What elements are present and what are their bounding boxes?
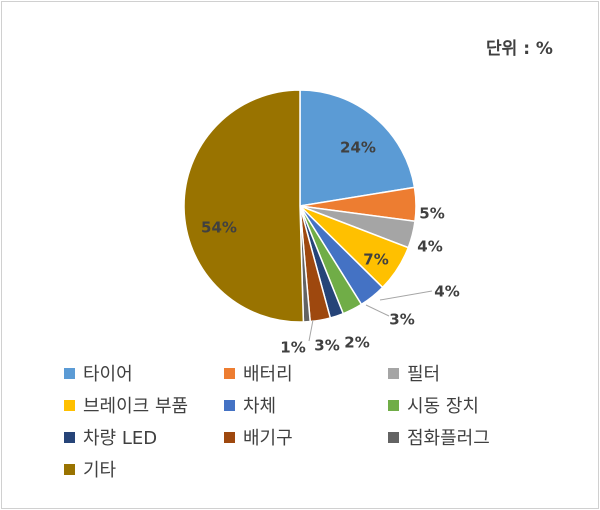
legend-label: 브레이크 부품 xyxy=(83,396,189,417)
legend-item: 브레이크 부품 xyxy=(64,392,188,418)
legend-item: 배터리 xyxy=(224,360,293,386)
slice-data-label: 5% xyxy=(419,205,444,223)
legend-label: 기타 xyxy=(83,460,117,481)
legend-label: 배터리 xyxy=(243,364,293,385)
slice-data-label: 4% xyxy=(434,283,459,301)
legend-item: 차체 xyxy=(224,392,276,418)
leader-line xyxy=(308,319,314,342)
legend-item: 차량 LED xyxy=(64,424,157,450)
legend-swatch xyxy=(388,399,399,411)
legend-label: 배기구 xyxy=(243,428,293,449)
legend-swatch xyxy=(64,431,75,443)
legend-item: 배기구 xyxy=(224,424,293,450)
legend-swatch xyxy=(64,463,75,475)
pie-slice xyxy=(183,89,305,323)
legend-label: 시동 장치 xyxy=(407,396,479,417)
legend-item: 기타 xyxy=(64,456,116,482)
legend-label: 타이어 xyxy=(83,364,133,385)
legend-item: 점화플러그 xyxy=(388,424,490,450)
legend-swatch xyxy=(388,431,399,443)
slice-data-label: 54% xyxy=(201,219,237,237)
legend-swatch xyxy=(388,367,399,379)
slice-data-label: 24% xyxy=(340,139,376,157)
legend-label: 필터 xyxy=(407,364,441,385)
legend-swatch xyxy=(224,367,235,379)
slice-data-label: 7% xyxy=(363,251,388,269)
legend-swatch xyxy=(224,431,235,443)
legend-swatch xyxy=(64,399,75,411)
leader-line xyxy=(379,290,433,301)
legend-swatch xyxy=(224,399,235,411)
slice-data-label: 2% xyxy=(344,334,369,352)
legend-item: 타이어 xyxy=(64,360,133,386)
legend-label: 점화플러그 xyxy=(407,428,490,449)
slice-data-label: 3% xyxy=(389,311,414,329)
pie-slice xyxy=(299,89,416,207)
leader-line xyxy=(365,304,390,317)
legend-item: 시동 장치 xyxy=(388,392,479,418)
unit-label: 단위 : % xyxy=(486,39,553,59)
slice-data-label: 4% xyxy=(417,238,442,256)
legend-swatch xyxy=(64,367,75,379)
legend-label: 차량 LED xyxy=(83,428,158,449)
slice-data-label: 1% xyxy=(280,339,305,357)
slice-data-label: 3% xyxy=(314,337,339,355)
legend-label: 차체 xyxy=(243,396,277,417)
legend-item: 필터 xyxy=(388,360,440,386)
